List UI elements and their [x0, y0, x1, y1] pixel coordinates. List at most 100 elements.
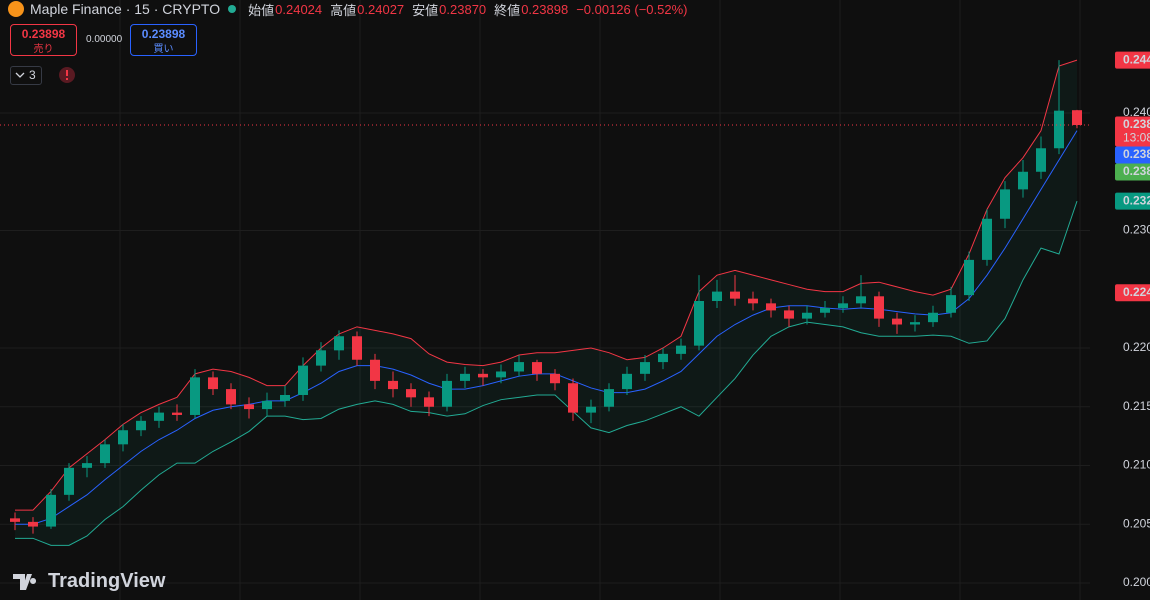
alert-mark — [66, 70, 68, 76]
candle-body — [946, 295, 956, 313]
y-tick-label: 0.240 — [1123, 105, 1150, 119]
candle-body — [298, 365, 308, 395]
candle-body — [532, 362, 542, 374]
candle-body — [676, 345, 686, 354]
price-tag — [1115, 163, 1150, 181]
candle-body — [982, 218, 992, 260]
candle-body — [568, 383, 578, 413]
sell-button[interactable]: 0.23898 売り — [10, 24, 77, 56]
candle-body — [604, 389, 614, 407]
y-tick-label: 0.200 — [1123, 575, 1150, 589]
ohlc-label: 高値 — [330, 2, 357, 18]
candle-body — [730, 291, 740, 299]
symbol-logo — [8, 1, 24, 17]
candle-body — [388, 380, 398, 390]
candle-body — [1072, 110, 1082, 126]
chevron — [15, 72, 25, 78]
candle-body — [856, 296, 866, 304]
price-tag-label: 0.232 — [1123, 193, 1150, 207]
sell-label: 売り — [33, 44, 54, 55]
y-tick-label: 0.205 — [1123, 516, 1150, 530]
candle-body — [712, 291, 722, 301]
candle-body — [28, 521, 38, 527]
candle-body — [46, 494, 56, 527]
candle-body — [316, 350, 326, 366]
ohlc-label: 安値 — [412, 2, 439, 18]
candle-body — [442, 380, 452, 407]
buy-label: 買い — [153, 44, 174, 55]
tradingview-logo[interactable]: TradingView — [12, 570, 165, 593]
candle-body — [838, 303, 848, 309]
candle-body — [406, 389, 416, 398]
candle-body — [64, 467, 74, 495]
price-tag — [1115, 146, 1150, 164]
candle-body — [460, 373, 470, 381]
candle-body — [640, 362, 650, 374]
candle-body — [208, 377, 218, 390]
ohlc-label: 始値 — [248, 2, 275, 18]
candle-body — [118, 430, 128, 445]
candle-body — [658, 353, 668, 363]
candle-body — [1054, 110, 1064, 149]
candle-body — [370, 359, 380, 381]
price-tag-label: 0.224 — [1123, 285, 1150, 299]
candle-body — [928, 312, 938, 323]
buy-button[interactable]: 0.23898 買い — [130, 24, 197, 56]
candle-body — [1018, 171, 1028, 190]
candle-body — [964, 259, 974, 296]
price-tag-label: 0.238 — [1123, 147, 1150, 161]
candle-body — [748, 298, 758, 304]
header: Maple Finance · 15 · CRYPTO 始値 0.24024 高値… — [8, 0, 688, 18]
candle-body — [766, 303, 776, 311]
change: −0.00126 (−0.52%) — [576, 1, 688, 17]
buy-price: 0.23898 — [141, 27, 186, 41]
symbol[interactable]: Maple Finance · 15 · CRYPTO — [30, 1, 221, 17]
ohlc-value: 0.24024 — [275, 1, 323, 17]
candle-body — [874, 296, 884, 319]
candle-body — [172, 412, 182, 415]
candle-body — [892, 318, 902, 325]
band-line — [15, 130, 1078, 525]
candle-body — [334, 336, 344, 351]
candle-body — [10, 518, 20, 522]
ohlc-label: 終値 — [494, 2, 521, 18]
candle-body — [136, 420, 146, 431]
ohlc-value: 0.24027 — [357, 1, 405, 17]
candle-body — [910, 322, 920, 325]
price-tag-label: 0.238 — [1123, 117, 1150, 131]
price-tag-time: 13:08 — [1123, 131, 1150, 145]
live-dot — [228, 5, 237, 13]
candle-body — [550, 373, 560, 384]
price-tag — [1115, 192, 1150, 210]
candle-body — [82, 463, 92, 468]
ohlc-value: 0.23898 — [521, 1, 569, 17]
y-tick-label: 0.215 — [1123, 399, 1150, 413]
y-tick-label: 0.230 — [1123, 223, 1150, 237]
candle-body — [190, 377, 200, 415]
candle-body — [154, 412, 164, 421]
candle-body — [784, 310, 794, 319]
spread: 0.00000 — [86, 34, 123, 45]
candle-body — [802, 312, 812, 319]
price-tag-label: 0.238 — [1123, 164, 1150, 178]
price-tag — [1115, 284, 1150, 302]
candle-body — [514, 362, 524, 372]
candle-body — [262, 400, 272, 410]
candle-body — [1036, 148, 1046, 172]
band-fill — [15, 60, 1077, 546]
price-tag-label: 0.244 — [1123, 52, 1150, 66]
candle-body — [478, 373, 488, 378]
y-tick-label: 0.210 — [1123, 458, 1150, 472]
price-tag — [1115, 116, 1150, 147]
candle-body — [244, 404, 254, 410]
candle-body — [226, 389, 236, 405]
candle-body — [694, 300, 704, 346]
y-tick-label: 0.220 — [1123, 340, 1150, 354]
indicators-toggle[interactable]: 3 — [10, 66, 42, 85]
candle-body — [820, 308, 830, 313]
tv-logo-mark — [13, 574, 37, 590]
logo-text: TradingView — [48, 570, 166, 592]
sell-price: 0.23898 — [21, 27, 66, 41]
